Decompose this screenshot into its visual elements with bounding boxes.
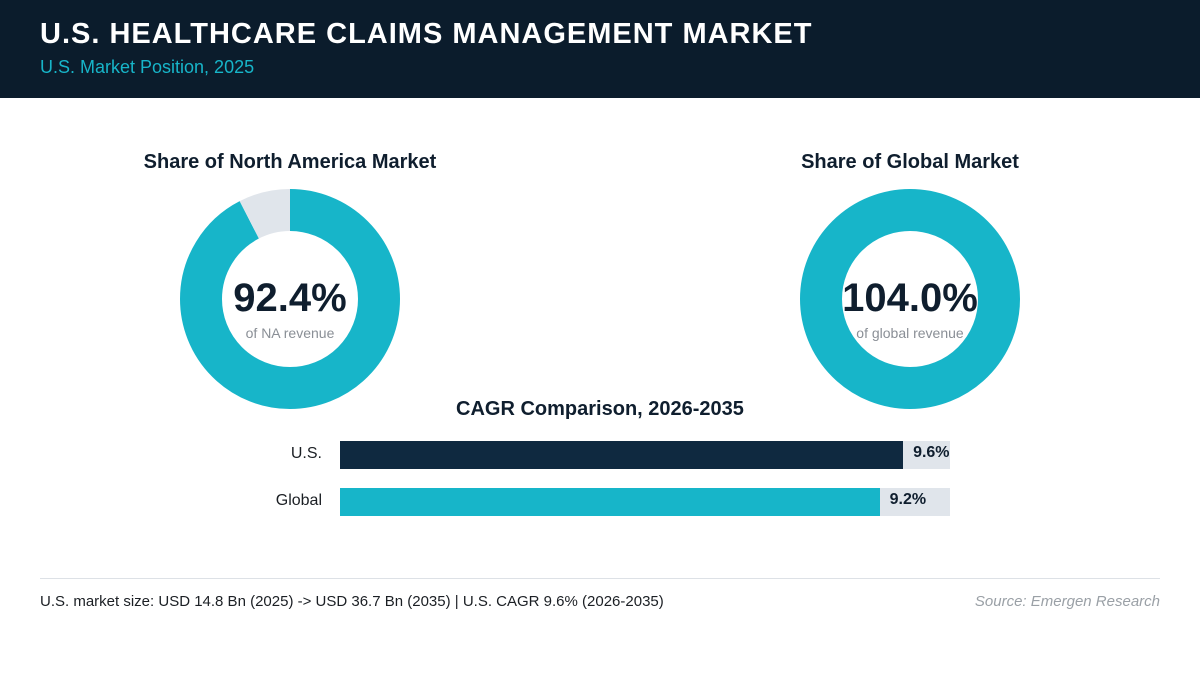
cagr-value-global: 9.2% xyxy=(889,491,927,508)
cagr-label-global: Global xyxy=(275,492,322,509)
cagr-value-us: 9.6% xyxy=(913,444,950,461)
footer-divider xyxy=(40,578,1160,579)
cagr-bar-global xyxy=(340,488,880,516)
cagr-bar-us xyxy=(340,441,904,469)
cagr-row-us: U.S. 9.6% xyxy=(0,441,1200,469)
na-share-caption: of NA revenue xyxy=(245,325,335,341)
global-share-value: 104.0% xyxy=(842,276,978,320)
page-title: U.S. HEALTHCARE CLAIMS MANAGEMENT MARKET xyxy=(40,18,813,50)
cagr-track-us: 9.6% xyxy=(340,441,950,469)
cagr-label-us: U.S. xyxy=(290,445,322,462)
cagr-track-global: 9.2% xyxy=(340,488,950,516)
page-subtitle: U.S. Market Position, 2025 xyxy=(40,57,255,77)
na-share-value: 92.4% xyxy=(233,276,347,320)
na-share-title: Share of North America Market xyxy=(143,151,437,173)
global-share-slice-0 xyxy=(800,189,1020,409)
global-share-caption: of global revenue xyxy=(856,325,964,341)
na-share-slice-1 xyxy=(180,189,400,409)
footer-note: U.S. market size: USD 14.8 Bn (2025) -> … xyxy=(40,593,664,610)
footer-source: Source: Emergen Research xyxy=(974,593,1160,610)
global-share-title: Share of Global Market xyxy=(801,151,1019,173)
na-share-donut xyxy=(180,189,400,409)
cagr-chart-title: CAGR Comparison, 2026-2035 xyxy=(456,398,744,420)
header-banner: U.S. HEALTHCARE CLAIMS MANAGEMENT MARKET… xyxy=(0,0,1200,98)
cagr-row-global: Global 9.2% xyxy=(0,488,1200,516)
global-share-donut xyxy=(800,189,1020,409)
